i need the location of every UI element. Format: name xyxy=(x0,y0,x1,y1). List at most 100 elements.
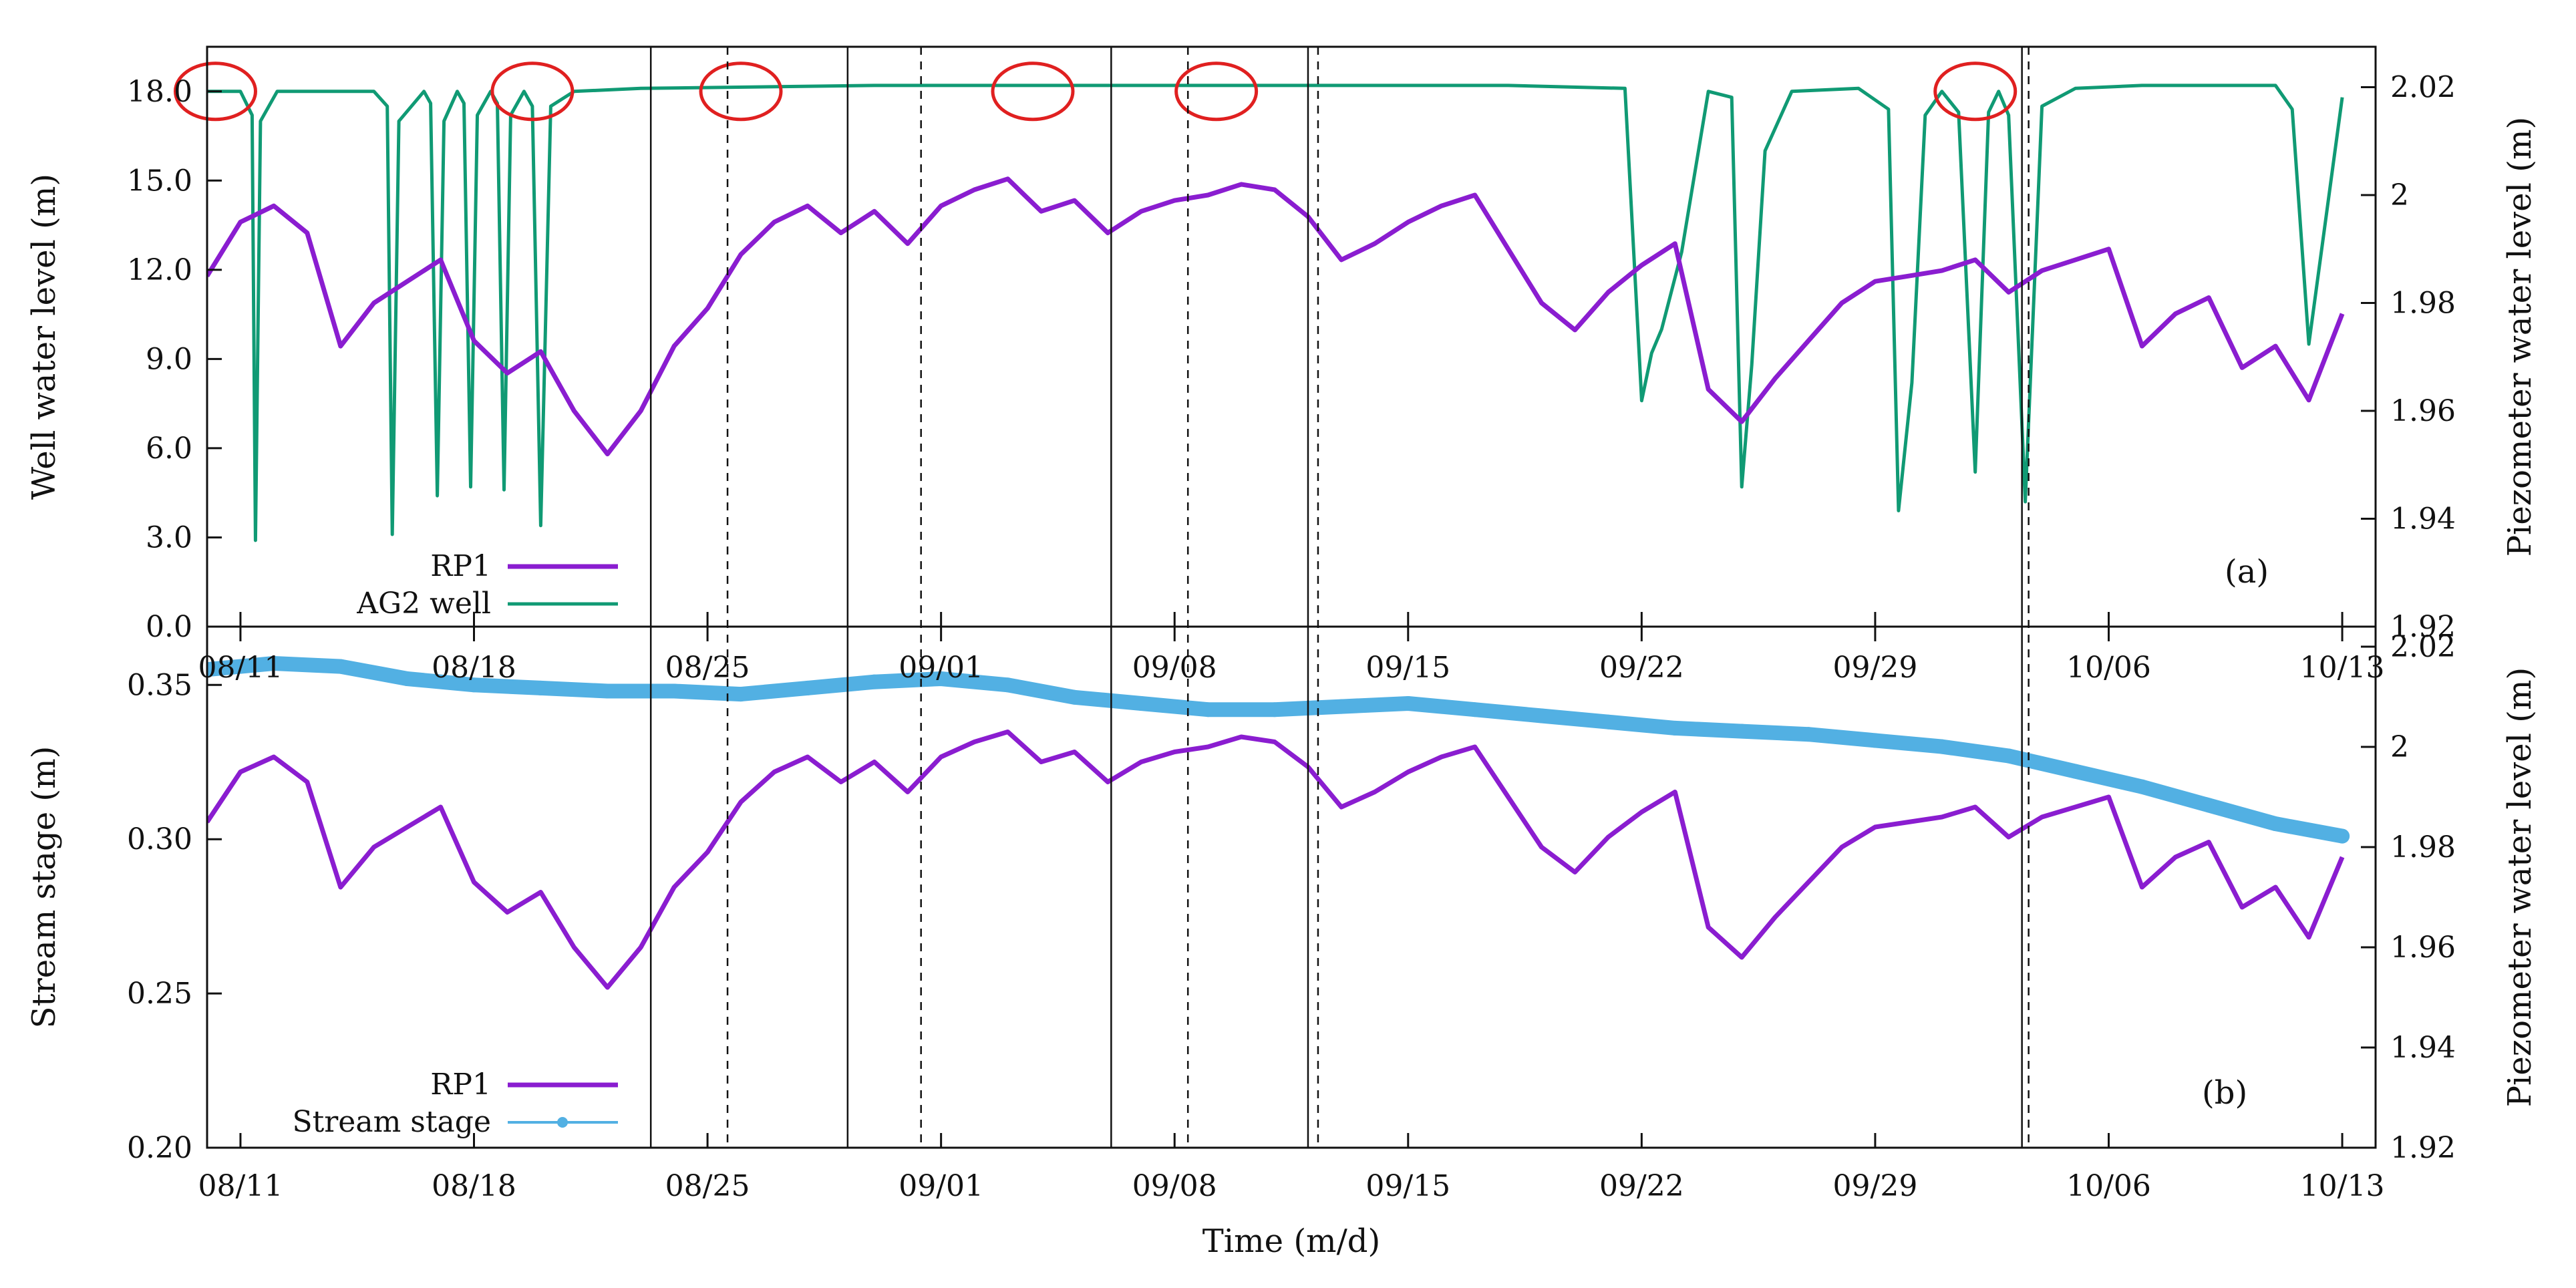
panel-b-ylabel-left: Stream stage (m) xyxy=(25,746,63,1029)
x-tick-label-mid: 08/11 xyxy=(198,651,283,685)
b-right-tick-label: 1.94 xyxy=(2390,1031,2456,1065)
a-left-tick-label: 0.0 xyxy=(146,610,192,644)
stream-stage-point xyxy=(667,683,682,699)
panel-b-label: (b) xyxy=(2202,1074,2247,1112)
stream-stage-point xyxy=(1734,723,1750,739)
red-circle-annotation xyxy=(173,61,257,122)
b-left-tick-label: 0.20 xyxy=(127,1131,192,1165)
a-left-tick-label: 9.0 xyxy=(146,342,192,376)
stream-stage-point xyxy=(1267,702,1283,717)
panel-a-left-axis: 0.0 3.0 6.0 9.0 12.0 15.0 18.0 xyxy=(127,75,222,644)
stream-stage-point xyxy=(1867,733,1883,748)
a-right-tick-label: 1.98 xyxy=(2390,287,2456,321)
x-tick-label: 09/08 xyxy=(1132,1169,1217,1203)
x-tick-label: 09/15 xyxy=(1365,1169,1450,1203)
x-tick-label: 09/22 xyxy=(1599,1169,1684,1203)
x-tick-label-mid: 10/06 xyxy=(2066,651,2151,685)
panel-b-legend: RP1 Stream stage xyxy=(292,1068,618,1139)
stream-stage-point xyxy=(1667,720,1683,736)
x-tick-label-mid: 09/08 xyxy=(1132,651,1217,685)
stream-stage-point xyxy=(2201,798,2217,813)
x-axis-title: Time (m/d) xyxy=(1202,1223,1380,1260)
a-left-tick-label: 3.0 xyxy=(146,520,192,554)
stream-stage-point xyxy=(1067,689,1082,705)
x-tick-label-mid: 09/29 xyxy=(1833,651,1918,685)
red-circle-annotation xyxy=(1933,61,2018,122)
legend-label-rp1-a: RP1 xyxy=(430,549,491,583)
b-right-tick-label: 2.02 xyxy=(2390,630,2456,664)
b-right-tick-label: 1.96 xyxy=(2390,931,2456,965)
panel-b-left-axis: 0.20 0.25 0.30 0.35 xyxy=(127,668,222,1165)
x-tick-label-mid: 09/22 xyxy=(1599,651,1684,685)
stream-stage-point xyxy=(2335,828,2350,844)
x-tick-label: 08/11 xyxy=(198,1169,283,1203)
x-tick-label-mid: 10/13 xyxy=(2300,651,2385,685)
panel-b-frame xyxy=(206,625,2377,1149)
panel-b-right-axis: 1.92 1.94 1.96 1.98 2 2.02 xyxy=(2361,630,2456,1165)
panel-a-legend: RP1 AG2 well xyxy=(356,549,618,621)
stream-stage-point xyxy=(1333,699,1349,714)
x-tick-label: 09/01 xyxy=(899,1169,983,1203)
series-ag2-well-line xyxy=(207,84,2344,542)
stream-stage-point xyxy=(1534,708,1549,723)
a-right-tick-label: 2.02 xyxy=(2390,71,2456,105)
series-rp1-line-b xyxy=(207,730,2345,990)
b-left-tick-label: 0.35 xyxy=(127,668,192,702)
legend-marker-stream-b xyxy=(557,1117,568,1128)
annotation-circles xyxy=(173,61,2018,122)
a-left-tick-label: 18.0 xyxy=(127,75,192,109)
panel-a-ylabel-right: Piezometer water level (m) xyxy=(2501,117,2539,557)
stream-stage-point xyxy=(2268,816,2283,832)
red-circle-annotation xyxy=(699,61,783,122)
b-right-tick-label: 1.98 xyxy=(2390,830,2456,864)
stream-stage-point xyxy=(533,680,548,695)
stream-stage-point xyxy=(466,677,482,693)
a-left-tick-label: 12.0 xyxy=(127,253,192,287)
panel-a: 0.03.06.09.012.015.018.0 1.921.941.961.9… xyxy=(25,45,2539,644)
stream-stage-point xyxy=(1000,677,1015,693)
a-right-tick-label: 1.94 xyxy=(2390,502,2456,536)
a-right-tick-label: 1.96 xyxy=(2390,394,2456,428)
x-axis: 08/11 08/11 08/18 08/18 08/25 08/25 09/01 09/01… xyxy=(198,612,2385,1203)
x-tick-label-mid: 09/15 xyxy=(1365,651,1450,685)
stream-stage-point xyxy=(1134,695,1149,711)
a-right-tick-label: 1.92 xyxy=(2390,610,2456,644)
stream-stage-point xyxy=(866,674,882,689)
a-right-tick-label: 2 xyxy=(2390,178,2409,212)
x-tick-label: 08/25 xyxy=(665,1169,750,1203)
event-lines xyxy=(649,47,2030,1148)
stream-stage-point xyxy=(1467,702,1482,717)
stream-stage-point xyxy=(399,671,415,687)
b-right-tick-label: 2 xyxy=(2390,730,2409,764)
x-tick-label: 10/13 xyxy=(2300,1169,2385,1203)
stream-stage-point xyxy=(333,659,348,674)
x-tick-label: 10/06 xyxy=(2066,1169,2151,1203)
red-circle-annotation xyxy=(490,61,575,122)
x-tick-label: 09/29 xyxy=(1833,1169,1918,1203)
stream-stage-point xyxy=(600,683,615,699)
x-tick-label-mid: 08/25 xyxy=(665,651,750,685)
panel-a-label: (a) xyxy=(2225,553,2269,591)
stream-stage-point xyxy=(1601,714,1616,730)
stream-stage-point xyxy=(266,655,281,671)
series-rp1-line-a xyxy=(207,176,2345,457)
b-left-tick-label: 0.30 xyxy=(127,822,192,856)
red-circle-annotation xyxy=(991,61,1075,122)
stream-stage-point xyxy=(1934,739,1949,754)
stream-stage-point xyxy=(734,687,749,702)
red-circle-annotation xyxy=(1174,61,1259,122)
a-left-tick-label: 15.0 xyxy=(127,164,192,198)
legend-label-rp1-b: RP1 xyxy=(430,1068,491,1102)
stream-stage-point xyxy=(1400,695,1416,711)
stream-stage-point xyxy=(1200,702,1216,717)
legend-label-ag2-a: AG2 well xyxy=(356,587,491,621)
x-tick-label-mid: 09/01 xyxy=(899,651,983,685)
x-tick-label: 08/18 xyxy=(432,1169,516,1203)
stream-stage-point xyxy=(2068,764,2083,779)
b-left-tick-label: 0.25 xyxy=(127,977,192,1011)
panel-b: 0.20 0.25 0.30 0.35 1.92 1.94 1.96 1.98 2 2.02 0… xyxy=(25,612,2539,1260)
panel-a-right-axis: 1.92 1.94 1.96 1.98 2 2.02 xyxy=(2361,71,2456,644)
panel-b-ylabel-right: Piezometer water level (m) xyxy=(2501,667,2539,1108)
x-tick-label-mid: 08/18 xyxy=(432,651,516,685)
panel-a-ylabel-left: Well water level (m) xyxy=(25,174,63,500)
